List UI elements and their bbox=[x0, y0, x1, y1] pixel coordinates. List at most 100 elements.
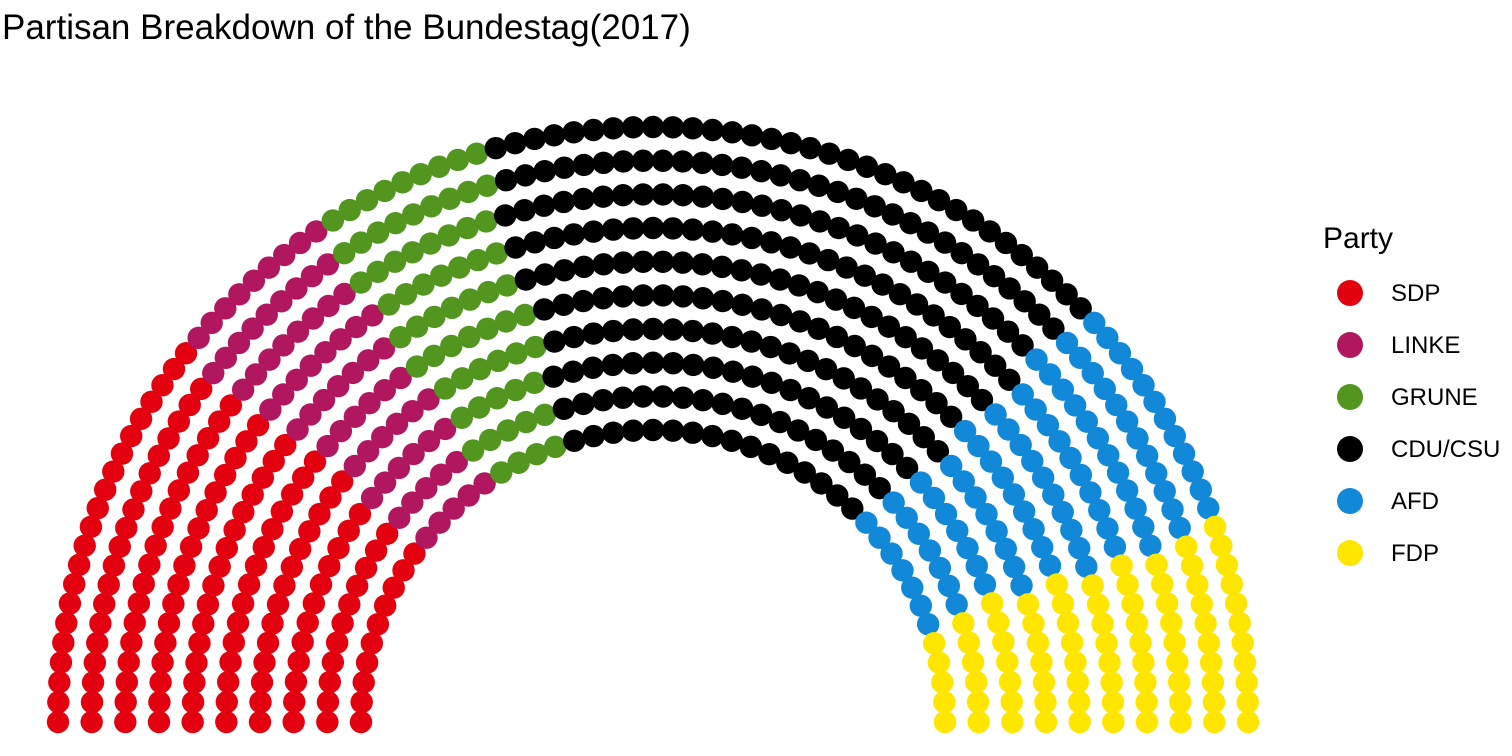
seat-afd bbox=[964, 486, 987, 509]
seat-cdu-csu bbox=[1069, 297, 1092, 320]
seat-fdp bbox=[952, 612, 975, 635]
seat-sdp bbox=[63, 572, 86, 596]
seat-cdu-csu bbox=[572, 187, 595, 211]
seat-fdp bbox=[1160, 611, 1183, 634]
seat-grune bbox=[478, 428, 502, 452]
seat-sdp bbox=[256, 631, 280, 655]
seat-sdp bbox=[251, 466, 275, 489]
seat-afd bbox=[1069, 463, 1093, 487]
seat-fdp bbox=[1125, 611, 1149, 635]
seat-fdp bbox=[1129, 631, 1152, 654]
seat-sdp bbox=[213, 463, 237, 487]
seat-sdp bbox=[331, 612, 354, 635]
seat-cdu-csu bbox=[671, 150, 694, 173]
seat-grune bbox=[333, 242, 356, 265]
seat-grune bbox=[389, 326, 412, 349]
seat-linke bbox=[288, 231, 312, 255]
seat-fdp bbox=[1086, 593, 1110, 616]
seat-cdu-csu bbox=[882, 400, 905, 423]
seat-sdp bbox=[226, 611, 250, 635]
seat-linke bbox=[345, 315, 368, 339]
seat-cdu-csu bbox=[611, 183, 635, 207]
seat-afd bbox=[1093, 377, 1116, 401]
seat-cdu-csu bbox=[750, 403, 773, 427]
seat-fdp bbox=[1233, 651, 1257, 674]
seat-cdu-csu bbox=[926, 349, 949, 372]
seat-grune bbox=[486, 349, 510, 373]
seat-afd bbox=[1132, 374, 1155, 397]
seat-cdu-csu bbox=[770, 199, 793, 222]
seat-fdp bbox=[1030, 651, 1053, 674]
seat-cdu-csu bbox=[806, 280, 829, 304]
seat-cdu-csu bbox=[542, 365, 565, 388]
seat-grune bbox=[475, 174, 499, 197]
legend-label: SDP bbox=[1391, 280, 1441, 307]
seat-fdp bbox=[961, 650, 985, 674]
seat-sdp bbox=[224, 446, 247, 470]
seat-sdp bbox=[196, 427, 220, 450]
seat-fdp bbox=[1000, 690, 1023, 714]
seat-linke bbox=[285, 368, 308, 391]
seat-sdp bbox=[176, 461, 200, 484]
seat-sdp bbox=[196, 593, 220, 616]
seat-cdu-csu bbox=[860, 305, 883, 329]
seat-linke bbox=[187, 326, 210, 350]
seat-grune bbox=[456, 216, 479, 240]
seat-afd bbox=[1059, 446, 1082, 470]
seat-fdp bbox=[965, 670, 988, 694]
seat-cdu-csu bbox=[866, 388, 889, 411]
seat-grune bbox=[507, 451, 530, 474]
legend-label: AFD bbox=[1391, 488, 1439, 515]
seat-fdp bbox=[1199, 651, 1223, 674]
seat-fdp bbox=[933, 710, 957, 734]
seat-linke bbox=[417, 429, 441, 453]
seat-sdp bbox=[287, 650, 310, 674]
seat-cdu-csu bbox=[562, 121, 585, 144]
seat-cdu-csu bbox=[998, 368, 1021, 391]
seat-grune bbox=[355, 189, 379, 212]
seat-cdu-csu bbox=[750, 160, 773, 183]
seat-cdu-csu bbox=[1055, 283, 1078, 306]
seat-cdu-csu bbox=[871, 273, 894, 296]
seat-cdu-csu bbox=[981, 307, 1005, 330]
seat-sdp bbox=[149, 671, 172, 694]
seat-cdu-csu bbox=[682, 353, 705, 377]
seat-cdu-csu bbox=[797, 387, 821, 410]
seat-fdp bbox=[1228, 611, 1251, 635]
seat-sdp bbox=[283, 690, 306, 714]
seat-cdu-csu bbox=[631, 385, 655, 408]
seat-cdu-csu bbox=[701, 322, 724, 345]
seat-linke bbox=[333, 282, 356, 306]
seat-cdu-csu bbox=[552, 397, 576, 420]
seat-afd bbox=[1135, 444, 1159, 467]
seat-sdp bbox=[219, 394, 243, 417]
seat-fdp bbox=[1056, 611, 1080, 635]
seat-sdp bbox=[114, 710, 137, 734]
seat-sdp bbox=[318, 554, 341, 578]
seat-sdp bbox=[321, 650, 345, 674]
seat-grune bbox=[474, 210, 498, 233]
seat-cdu-csu bbox=[808, 210, 832, 233]
seat-grune bbox=[402, 203, 425, 226]
seat-grune bbox=[366, 260, 389, 284]
seat-afd bbox=[1048, 430, 1071, 453]
seat-cdu-csu bbox=[503, 132, 527, 155]
seat-sdp bbox=[195, 499, 218, 522]
seat-sdp bbox=[115, 670, 139, 694]
seat-cdu-csu bbox=[864, 232, 887, 255]
seat-cdu-csu bbox=[562, 223, 585, 246]
seat-sdp bbox=[46, 710, 70, 734]
seat-cdu-csu bbox=[838, 450, 861, 474]
seat-grune bbox=[461, 439, 485, 462]
seat-afd bbox=[1022, 517, 1045, 541]
seat-sdp bbox=[81, 671, 105, 694]
seat-afd bbox=[1042, 483, 1065, 506]
seat-sdp bbox=[282, 710, 305, 734]
seat-sdp bbox=[80, 710, 103, 734]
seat-linke bbox=[361, 304, 384, 327]
seat-cdu-csu bbox=[553, 259, 576, 282]
seat-cdu-csu bbox=[966, 253, 990, 276]
seat-sdp bbox=[102, 554, 126, 577]
seat-grune bbox=[405, 315, 429, 338]
seat-cdu-csu bbox=[750, 194, 774, 217]
